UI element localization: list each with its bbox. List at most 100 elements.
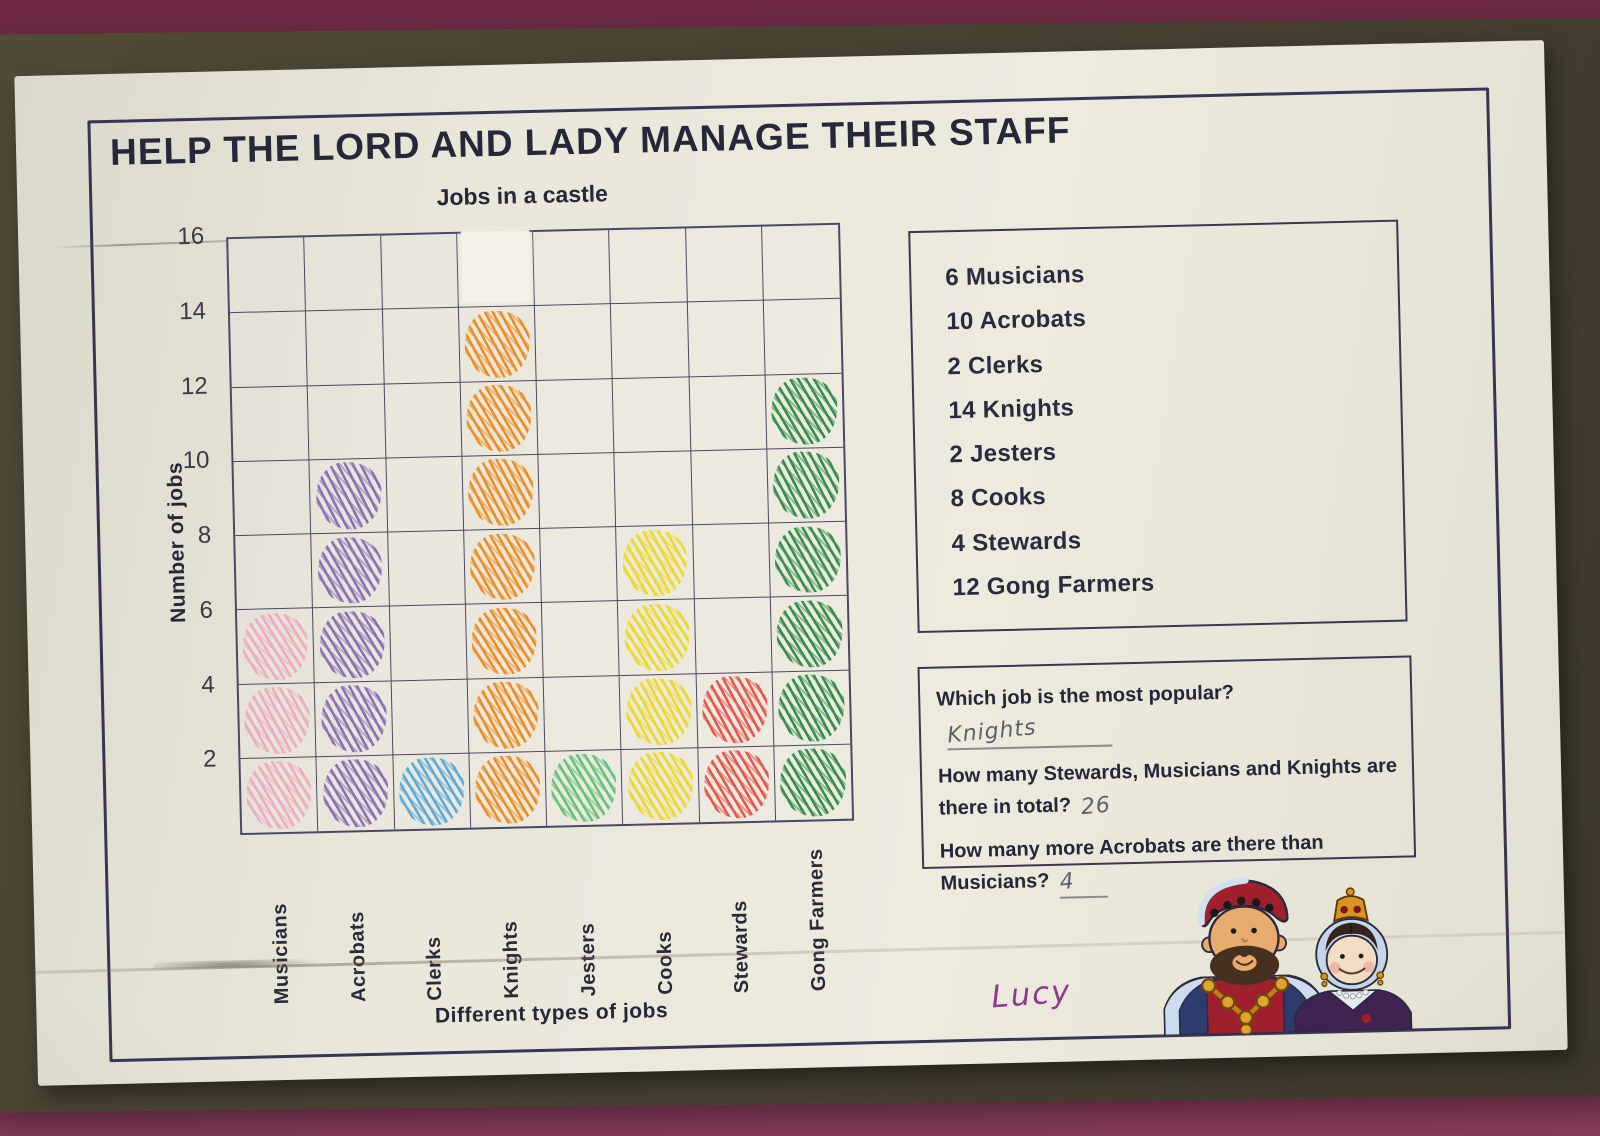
- x-category-label: Jesters: [576, 923, 600, 998]
- question-block: Which job is the most popular? Knights: [936, 674, 1397, 751]
- grid-cell: [611, 302, 690, 379]
- chart-grid: [226, 222, 855, 836]
- grid-cell: [697, 746, 776, 823]
- grid-cell: [458, 306, 537, 383]
- grid-cell: [618, 599, 697, 676]
- grid-cell: [761, 224, 840, 301]
- grid-cell: [774, 744, 852, 820]
- grid-cell: [460, 380, 539, 457]
- grid-cell: [540, 527, 619, 604]
- answer-line: 4: [1058, 862, 1108, 900]
- question-text: Which job is the most popular?: [935, 681, 1235, 711]
- grid-cell: [238, 682, 317, 759]
- grid-cell: [541, 601, 620, 678]
- legend-box: 6 Musicians 10 Acrobats 2 Clerks 14 Knights…: [908, 219, 1408, 634]
- bar-scribble-gong-farmers: [770, 376, 839, 446]
- grid-cell: [696, 671, 775, 748]
- bar-scribble-knights: [467, 458, 534, 527]
- grid-cell: [306, 309, 385, 386]
- grid-cell: [685, 226, 764, 303]
- bar-scribble-knights: [469, 605, 539, 677]
- grid-cell: [382, 308, 461, 385]
- grid-cell: [316, 755, 395, 832]
- y-tick-label: 16: [177, 222, 205, 251]
- grid-cell: [770, 595, 849, 672]
- handwritten-answer: Knights: [946, 715, 1038, 749]
- bar-scribble-cooks: [622, 602, 691, 673]
- bar-scribble-gong-farmers: [772, 451, 840, 520]
- legend-item: 10 Acrobats: [946, 305, 1087, 336]
- grid-cell: [616, 525, 695, 602]
- grid-cell: [307, 384, 386, 461]
- grid-cell: [231, 385, 310, 462]
- grid-cell: [768, 521, 847, 598]
- legend-item: 14 Knights: [948, 394, 1075, 425]
- grid-cell: [465, 603, 544, 680]
- question-text: How many Stewards, Musicians and Knights…: [937, 754, 1398, 820]
- y-tick-label: 14: [178, 297, 207, 325]
- legend-item: 12 Gong Farmers: [952, 569, 1155, 602]
- grid-cell: [236, 608, 315, 685]
- grid-cell: [229, 311, 308, 388]
- grid-cell: [235, 534, 314, 611]
- questions-box: Which job is the most popular? Knights How…: [917, 655, 1417, 900]
- bar-scribble-musicians: [241, 611, 310, 682]
- bar-scribble-knights: [465, 383, 533, 454]
- grid-cell: [536, 378, 615, 455]
- grid-cell: [763, 299, 842, 376]
- grid-cell: [228, 237, 307, 314]
- y-tick-label: 2: [202, 745, 217, 774]
- grid-cell: [304, 235, 383, 312]
- grid-cell: [463, 528, 542, 605]
- grid-cell: [389, 604, 468, 681]
- grid-cell: [392, 753, 471, 830]
- grid-cell: [694, 597, 773, 674]
- legend-item: 4 Stewards: [951, 526, 1082, 557]
- legend-item: 2 Clerks: [947, 350, 1044, 380]
- bar-scribble-acrobats: [321, 758, 389, 829]
- bar-scribble-acrobats: [317, 609, 387, 680]
- lord-and-lady-cartoon: [1163, 877, 1413, 1036]
- grid-cell: [765, 373, 844, 450]
- grid-cell: [538, 452, 617, 529]
- y-tick-label: 12: [180, 372, 208, 400]
- bar-scribble-cooks: [626, 751, 694, 822]
- y-tick-label: 4: [201, 670, 216, 699]
- bar-scribble-musicians: [245, 760, 313, 831]
- correction-patch: [461, 229, 531, 303]
- grid-cell: [534, 304, 613, 381]
- grid-cell: [309, 458, 388, 535]
- grid-cell: [314, 680, 393, 757]
- bar-scribble-gong-farmers: [778, 747, 848, 818]
- bar-scribble-clerks: [397, 756, 466, 827]
- grid-cell: [533, 230, 612, 307]
- grid-cell: [767, 447, 846, 524]
- answer-line: Knights: [946, 710, 1113, 751]
- answer-line: 26: [1080, 788, 1113, 822]
- grid-cell: [545, 749, 624, 826]
- bar-scribble-acrobats: [316, 536, 384, 605]
- bar-scribble-musicians: [244, 687, 310, 755]
- grid-cell: [385, 456, 464, 533]
- grid-cell: [687, 300, 766, 377]
- worksheet-paper: HELP THE LORD AND LADY MANAGE THEIR STAF…: [14, 40, 1568, 1086]
- grid-cell: [619, 673, 698, 750]
- bar-scribble-knights: [464, 310, 530, 378]
- legend-item: 2 Jesters: [949, 438, 1057, 469]
- handwritten-answer: 4: [1058, 868, 1076, 896]
- bar-scribble-cooks: [621, 529, 688, 598]
- x-category-label: Stewards: [729, 900, 754, 994]
- grid-cell: [469, 751, 548, 828]
- grid-cell: [609, 228, 688, 305]
- grid-cell: [311, 532, 390, 609]
- grid-cell: [380, 233, 459, 310]
- x-category-label: Musicians: [268, 902, 293, 1005]
- grid-cell: [689, 375, 768, 452]
- handwritten-answer: 26: [1080, 792, 1113, 821]
- bar-scribble-knights: [473, 681, 539, 749]
- bar-scribble-jesters: [550, 753, 618, 824]
- bar-scribble-stewards: [702, 749, 771, 820]
- grid-cell: [391, 679, 470, 756]
- grid-cell: [467, 677, 546, 754]
- x-category-label: Gong Farmers: [804, 848, 831, 992]
